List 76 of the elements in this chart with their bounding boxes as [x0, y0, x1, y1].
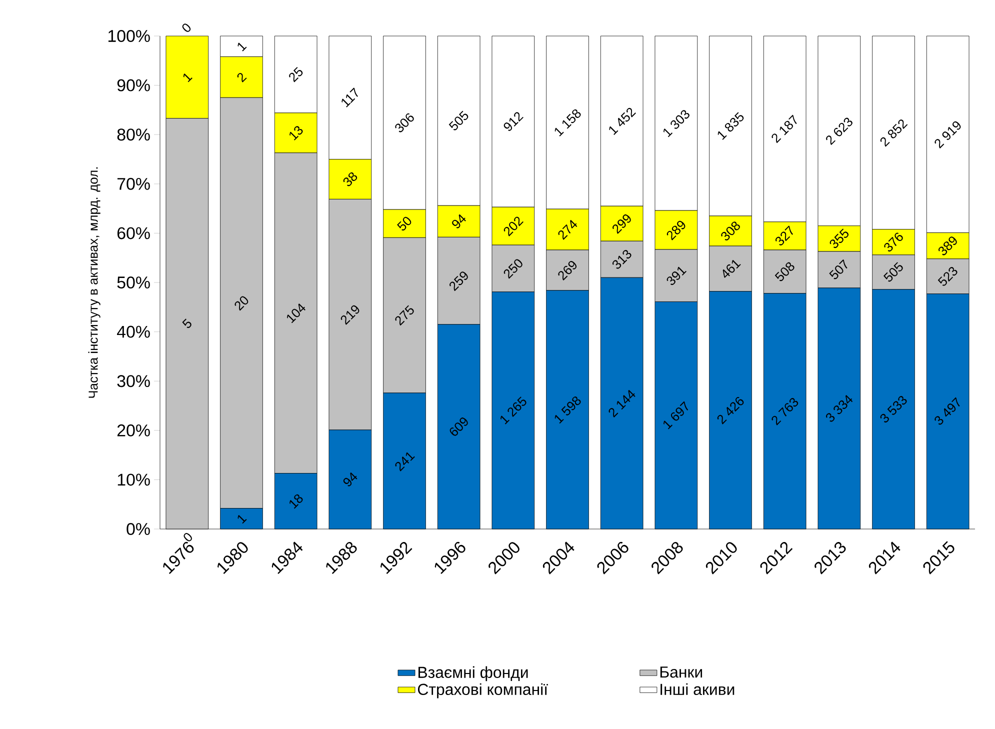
y-tick-label: 80% — [117, 128, 150, 141]
annotation: 274 — [558, 220, 578, 240]
annotation: 313 — [612, 250, 632, 269]
y-tick-label: 100% — [108, 30, 150, 42]
y-tick-label: 30% — [117, 375, 150, 388]
annotation: 1 697 — [663, 401, 688, 430]
annotation: 38 — [343, 172, 358, 186]
y-tick-label: 20% — [117, 424, 150, 436]
annotation: 202 — [504, 216, 524, 236]
y-tick-label: 70% — [117, 178, 150, 190]
annotation: 609 — [450, 418, 468, 436]
y-tick-label: 90% — [117, 79, 150, 92]
annotation: 2 852 — [880, 119, 908, 147]
annotation: 1 — [238, 514, 247, 524]
text: 0 — [184, 533, 192, 542]
annotation: 299 — [612, 214, 631, 234]
y-axis-title: Частка інституту в активах, млрд. дол. — [88, 167, 100, 398]
annotation: 2 — [237, 72, 247, 82]
legend-label: Взаємні фонди — [418, 666, 528, 682]
annotation: 3 334 — [826, 395, 853, 422]
annotation: 13 — [290, 126, 303, 140]
annotation: 2 919 — [934, 121, 961, 148]
annotation: 389 — [938, 236, 957, 256]
annotation: 1 265 — [500, 396, 526, 424]
y-tick-label: 40% — [116, 326, 150, 338]
annotation: 275 — [395, 305, 414, 326]
legend-label: Інші акиви — [660, 683, 734, 696]
annotation: 1 158 — [554, 109, 581, 136]
annotation: 241 — [395, 452, 415, 472]
annotation: 219 — [340, 305, 360, 325]
annotation: 327 — [775, 226, 794, 246]
annotation: 355 — [830, 228, 848, 248]
annotation: 391 — [666, 266, 687, 286]
annotation: 250 — [504, 259, 522, 279]
annotation: 104 — [286, 303, 306, 324]
annotation: 2 187 — [772, 114, 797, 144]
annotation: 1 452 — [609, 108, 636, 135]
y-tick-label: 0% — [126, 523, 150, 536]
text: 0 — [182, 24, 191, 32]
annotation: 523 — [938, 266, 958, 286]
annotation: 5 — [182, 318, 192, 328]
annotation: 1 303 — [663, 110, 690, 138]
annotation: 2 763 — [772, 398, 798, 426]
annotation: 94 — [452, 214, 466, 228]
annotation: 508 — [774, 262, 794, 282]
annotation: 2 144 — [608, 390, 636, 418]
annotation: 1 — [183, 73, 192, 82]
annotation: 50 — [397, 216, 412, 231]
annotation: 269 — [558, 261, 577, 280]
annotation: 20 — [234, 296, 248, 311]
annotation: 289 — [666, 220, 686, 240]
annotation: 117 — [342, 88, 358, 108]
annotation: 3 497 — [934, 397, 960, 425]
annotation: 94 — [343, 472, 358, 486]
annotation: 25 — [289, 66, 303, 82]
annotation: 2 426 — [717, 397, 744, 424]
annotation: 505 — [448, 110, 468, 130]
annotation: 1 598 — [554, 396, 581, 424]
annotation: 461 — [722, 260, 741, 278]
y-tick-label: 10% — [118, 474, 150, 486]
legend-label: Банки — [660, 666, 702, 678]
y-tick-label: 60% — [117, 227, 150, 240]
annotation: 308 — [721, 222, 740, 240]
legend-label: Страхові компанії — [418, 683, 548, 698]
annotation: 507 — [829, 259, 848, 280]
annotation: 2 623 — [826, 118, 852, 146]
annotation: 376 — [884, 232, 903, 252]
annotation: 1 835 — [718, 112, 744, 140]
y-tick-label: 50% — [117, 276, 150, 288]
annotation: 259 — [450, 272, 468, 292]
annotation: 18 — [290, 494, 303, 509]
annotation: 1 — [238, 42, 247, 52]
annotation: 306 — [395, 113, 414, 132]
annotation: 912 — [504, 112, 524, 131]
annotation: 3 533 — [880, 396, 907, 422]
annotation: 505 — [883, 262, 903, 282]
